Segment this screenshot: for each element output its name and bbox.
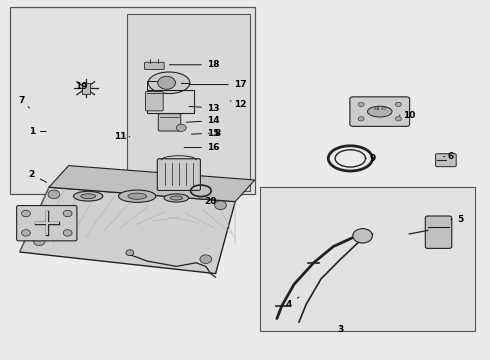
Text: SA 10: SA 10 [374,107,386,111]
Bar [10,7,255,194]
Circle shape [176,124,186,131]
Bar [260,187,475,331]
Text: 13: 13 [189,104,220,112]
Text: 6: 6 [443,152,454,161]
Text: 5: 5 [451,215,464,224]
Ellipse shape [119,190,156,202]
Ellipse shape [171,196,182,200]
Text: 3: 3 [338,325,343,334]
Text: 8: 8 [208,129,221,138]
Text: 19: 19 [74,82,93,91]
Circle shape [126,250,134,256]
Circle shape [63,230,72,236]
Ellipse shape [128,193,147,199]
Text: 14: 14 [187,116,220,125]
FancyBboxPatch shape [425,216,452,248]
FancyBboxPatch shape [157,159,200,190]
Ellipse shape [74,191,103,201]
Circle shape [63,210,72,217]
Text: 7: 7 [19,96,29,108]
Text: 10: 10 [399,111,416,120]
Ellipse shape [148,72,190,94]
Circle shape [33,237,45,246]
FancyBboxPatch shape [145,62,164,69]
Circle shape [353,229,372,243]
Text: 2: 2 [29,170,47,182]
Circle shape [158,76,175,89]
Text: 12: 12 [230,100,246,109]
Ellipse shape [335,150,366,167]
Bar [147,90,194,113]
Text: 11: 11 [114,132,130,141]
Circle shape [215,201,226,210]
Text: 17: 17 [189,80,246,89]
FancyBboxPatch shape [436,154,456,167]
Text: 20: 20 [198,196,217,206]
Ellipse shape [164,194,189,202]
Circle shape [395,102,401,107]
Polygon shape [20,187,235,274]
FancyBboxPatch shape [350,97,410,126]
FancyBboxPatch shape [158,114,181,131]
Circle shape [358,102,364,107]
Text: 4: 4 [286,297,299,309]
Circle shape [358,117,364,121]
Circle shape [48,190,60,199]
Text: 16: 16 [184,143,220,152]
FancyBboxPatch shape [17,206,77,241]
Bar [127,14,250,191]
FancyBboxPatch shape [146,91,163,111]
Circle shape [200,255,212,264]
Ellipse shape [81,194,96,199]
Circle shape [22,230,30,236]
Text: 1: 1 [29,127,46,136]
Text: 18: 18 [170,60,220,69]
Polygon shape [49,166,255,202]
Bar [82,83,90,94]
Text: 9: 9 [365,154,376,163]
Circle shape [22,210,30,217]
Ellipse shape [368,106,392,117]
Circle shape [395,117,401,121]
Text: 15: 15 [192,129,220,138]
